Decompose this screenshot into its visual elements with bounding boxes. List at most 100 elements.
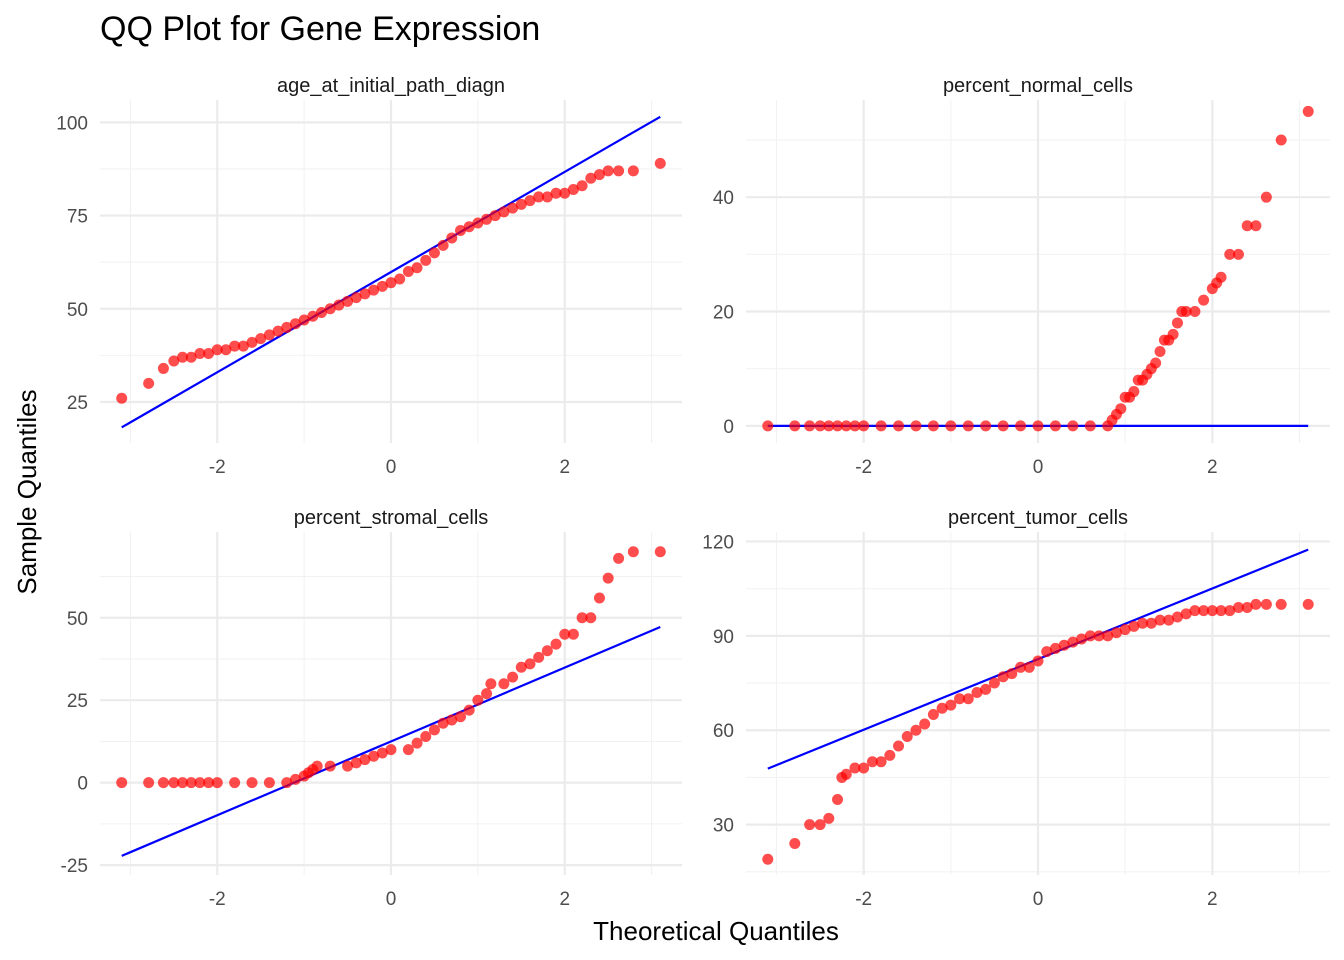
sample-point: [1167, 328, 1179, 340]
sample-point: [324, 303, 336, 315]
y-tick-label: 0: [723, 417, 734, 438]
sample-point: [840, 420, 852, 432]
sample-point: [368, 284, 380, 296]
sample-point: [472, 694, 484, 706]
sample-point: [489, 210, 501, 222]
sample-point: [866, 756, 878, 768]
sample-point: [893, 420, 905, 432]
x-tick-label: 0: [386, 889, 397, 910]
sample-point: [485, 678, 497, 690]
sample-point: [524, 658, 536, 670]
sample-point: [1198, 294, 1210, 306]
sample-point: [1067, 636, 1079, 648]
sample-point: [515, 661, 527, 673]
sample-point: [1171, 611, 1183, 623]
sample-point: [255, 333, 267, 345]
sample-point: [376, 747, 388, 759]
sample-point: [263, 777, 275, 789]
sample-point: [613, 165, 625, 177]
y-tick-label: -25: [61, 856, 88, 877]
sample-point: [116, 392, 128, 404]
sample-point: [342, 760, 354, 772]
sample-point: [350, 757, 362, 769]
sample-point: [1180, 306, 1192, 318]
sample-point: [576, 612, 588, 624]
sample-point: [533, 651, 545, 663]
sample-point: [481, 213, 493, 225]
y-tick-label: 0: [77, 774, 88, 795]
sample-point: [157, 777, 169, 789]
sample-point: [185, 351, 197, 363]
sample-point: [1015, 661, 1027, 673]
sample-point: [1115, 403, 1127, 415]
sample-point: [1067, 420, 1079, 432]
sample-point: [919, 718, 931, 730]
sample-point: [246, 777, 258, 789]
sample-point: [420, 254, 432, 266]
sample-point: [359, 288, 371, 300]
sample-point: [789, 420, 801, 432]
y-tick-label: 40: [713, 188, 734, 209]
x-axis-label: Theoretical Quantiles: [593, 916, 839, 946]
sample-point: [823, 420, 835, 432]
sample-point: [185, 777, 197, 789]
sample-point: [962, 693, 974, 705]
sample-point: [823, 812, 835, 824]
sample-point: [980, 420, 992, 432]
sample-point: [157, 362, 169, 374]
y-tick-label: 75: [67, 207, 88, 228]
y-tick-label: 90: [713, 627, 734, 648]
sample-point: [507, 202, 519, 214]
sample-point: [814, 819, 826, 831]
panel-percent-stromal-cells: percent_stromal_cells -2 0 2 -25 0 25 50: [61, 507, 682, 910]
x-tick-label: 2: [1207, 457, 1218, 478]
sample-point: [237, 340, 249, 352]
sample-point: [1058, 639, 1070, 651]
sample-point: [428, 724, 440, 736]
sample-point: [143, 377, 155, 389]
y-tick-label: 30: [713, 816, 734, 837]
sample-point: [593, 592, 605, 604]
sample-point: [472, 217, 484, 229]
sample-point: [945, 420, 957, 432]
sample-point: [289, 773, 301, 785]
sample-point: [1275, 598, 1287, 610]
sample-point: [576, 180, 588, 192]
chart-title: QQ Plot for Gene Expression: [100, 10, 540, 48]
sample-point: [988, 677, 1000, 689]
sample-point: [524, 195, 536, 207]
sample-point: [1154, 346, 1166, 358]
sample-point: [910, 420, 922, 432]
sample-point: [541, 191, 553, 203]
sample-point: [246, 336, 258, 348]
sample-point: [936, 702, 948, 714]
sample-point: [541, 645, 553, 657]
sample-point: [411, 262, 423, 274]
x-tick-label: -2: [855, 889, 872, 910]
sample-point: [385, 277, 397, 289]
sample-point: [220, 344, 232, 356]
sample-point: [1260, 191, 1272, 203]
sample-point: [394, 273, 406, 285]
sample-point: [1041, 646, 1053, 658]
x-tick-label: 2: [559, 457, 570, 478]
sample-point: [1093, 630, 1105, 642]
sample-point: [350, 292, 362, 304]
y-tick-label: 120: [702, 532, 734, 553]
sample-point: [1241, 220, 1253, 232]
y-tick-label: 60: [713, 721, 734, 742]
sample-point: [550, 187, 562, 199]
panel-age-at-initial-path-diagn: age_at_initial_path_diagn -2 0 2 25 50 75 100: [56, 75, 682, 478]
sample-point: [627, 165, 639, 177]
sample-point: [1275, 134, 1287, 146]
sample-point: [1049, 420, 1061, 432]
sample-point: [1163, 614, 1175, 626]
sample-point: [515, 198, 527, 210]
sample-point: [884, 749, 896, 761]
y-tick-label: 50: [67, 609, 88, 630]
sample-point: [762, 853, 774, 865]
sample-point: [402, 744, 414, 756]
sample-point: [116, 777, 128, 789]
sample-point: [1215, 271, 1227, 283]
